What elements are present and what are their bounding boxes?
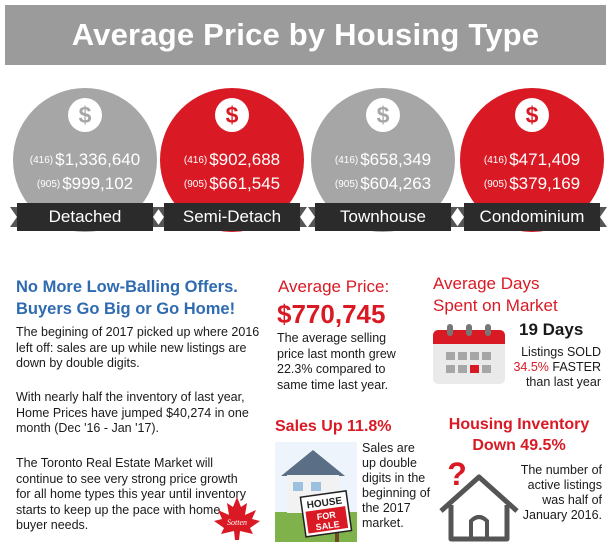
house-for-sale-image: HOUSE FOR SALE xyxy=(275,442,357,542)
sales-description: Sales are up double digits in the beginn… xyxy=(362,441,431,530)
price-416-row: (416) $471,409 xyxy=(460,150,604,170)
area-code-905: (905) xyxy=(483,179,508,190)
price-416-row: (416) $658,349 xyxy=(311,150,455,170)
article-paragraph-1: The begining of 2017 picked up where 201… xyxy=(16,325,260,370)
dollar-icon: $ xyxy=(366,98,400,132)
ribbon-detached: Detached xyxy=(10,203,160,231)
price-905: $661,545 xyxy=(209,174,281,193)
dollar-icon: $ xyxy=(515,98,549,132)
days-desc-line2: 34.5% FASTER xyxy=(503,360,601,375)
sales-title: Sales Up 11.8% xyxy=(275,418,392,435)
days-on-market-title: Average Days Spent on Market xyxy=(433,273,558,317)
maple-leaf-logo: Sotten xyxy=(214,497,260,540)
article-paragraph-2: With nearly half the inventory of last y… xyxy=(16,390,249,435)
price-905-row: (905) $999,102 xyxy=(13,174,157,194)
ribbon-condominium: Condominium xyxy=(457,203,607,231)
price-416: $902,688 xyxy=(209,150,281,169)
page-title: Average Price by Housing Type xyxy=(71,17,540,52)
article-paragraph-3: The Toronto Real Estate Market will cont… xyxy=(16,456,246,532)
area-code-905: (905) xyxy=(36,179,61,190)
price-416: $658,349 xyxy=(360,150,432,169)
sign-line1: HOUSE xyxy=(306,495,343,511)
logo-text: Sotten xyxy=(227,518,247,527)
days-desc-line3: than last year xyxy=(525,375,601,389)
ribbon-townhouse: Townhouse xyxy=(308,203,458,231)
ribbon-label: Townhouse xyxy=(339,207,426,226)
empty-house-icon: ? xyxy=(439,456,519,542)
calendar-icon xyxy=(433,324,505,384)
sign-line3: SALE xyxy=(315,519,340,532)
average-price-value: $770,745 xyxy=(277,299,386,329)
price-905: $604,263 xyxy=(360,174,432,193)
article-heading: No More Low-Balling Offers. Buyers Go Bi… xyxy=(16,276,266,320)
inventory-description: The number of active listings was half o… xyxy=(520,463,602,522)
ribbon-label: Condominium xyxy=(479,207,585,226)
days-desc-line1: Listings SOLD xyxy=(521,345,601,359)
days-title-line1: Average Days xyxy=(433,274,540,293)
question-mark-icon: ? xyxy=(447,456,467,492)
days-description: Listings SOLD 34.5% FASTER than last yea… xyxy=(503,345,601,390)
days-value: 19 Days xyxy=(519,320,584,339)
header-banner: Average Price by Housing Type xyxy=(5,5,606,65)
area-code-416: (416) xyxy=(334,155,359,166)
inventory-title: Housing Inventory Down 49.5% xyxy=(434,414,604,456)
price-905-row: (905) $661,545 xyxy=(160,174,304,194)
article-heading-line1: No More Low-Balling Offers. xyxy=(16,278,238,296)
inventory-title-line2: Down 49.5% xyxy=(472,437,566,454)
average-price-description: The average selling price last month gre… xyxy=(277,331,396,392)
price-905-row: (905) $604,263 xyxy=(311,174,455,194)
price-905: $999,102 xyxy=(62,174,134,193)
area-code-416: (416) xyxy=(483,155,508,166)
price-416-row: (416) $902,688 xyxy=(160,150,304,170)
sign-line2: FOR xyxy=(316,509,337,522)
price-416: $1,336,640 xyxy=(55,150,141,169)
dollar-icon: $ xyxy=(68,98,102,132)
price-905: $379,169 xyxy=(509,174,581,193)
area-code-905: (905) xyxy=(183,179,208,190)
article-heading-line2: Buyers Go Big or Go Home! xyxy=(16,300,236,318)
dollar-icon: $ xyxy=(215,98,249,132)
ribbon-semi-detach: Semi-Detach xyxy=(157,203,307,231)
inventory-title-line1: Housing Inventory xyxy=(448,416,590,433)
area-code-416: (416) xyxy=(29,155,54,166)
price-416: $471,409 xyxy=(509,150,581,169)
ribbon-label: Detached xyxy=(48,207,122,226)
price-416-row: (416) $1,336,640 xyxy=(13,150,157,170)
area-code-416: (416) xyxy=(183,155,208,166)
area-code-905: (905) xyxy=(334,179,359,190)
price-905-row: (905) $379,169 xyxy=(460,174,604,194)
days-title-line2: Spent on Market xyxy=(433,296,558,315)
days-accent-percent: 34.5% xyxy=(513,360,549,374)
days-desc-faster: FASTER xyxy=(548,360,601,374)
average-price-label: Average Price: xyxy=(278,277,390,296)
ribbon-label: Semi-Detach xyxy=(182,207,282,226)
